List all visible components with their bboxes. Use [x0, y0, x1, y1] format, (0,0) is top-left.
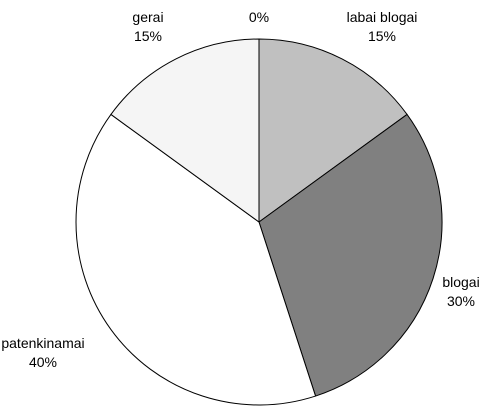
slice-value-labai-blogai: 15% [368, 28, 396, 44]
slice-label-blogai: blogai 30% [442, 274, 479, 309]
slice-label-labai-blogai: labai blogai 15% [347, 9, 418, 44]
pie-slice-blogai [258, 113, 443, 397]
slice-value-zero: 0% [249, 9, 269, 25]
pie-slice-gerai [110, 38, 260, 223]
pie-slices [75, 38, 443, 406]
slice-label-zero: 0% [249, 9, 269, 25]
slice-label-gerai: gerai 15% [132, 9, 163, 44]
slice-name-gerai: gerai [132, 9, 163, 25]
slice-labels: labai blogai 15% blogai 30% patenkinamai 40% g… [1, 9, 479, 370]
slice-name-patenkinamai: patenkinamai [1, 335, 84, 351]
slice-value-gerai: 15% [134, 28, 162, 44]
slice-label-patenkinamai: patenkinamai 40% [1, 335, 84, 370]
pie-slice-patenkinamai [75, 113, 317, 406]
slice-name-blogai: blogai [442, 274, 479, 290]
pie-slice-labai-blogai [258, 38, 408, 223]
slice-name-labai-blogai: labai blogai [347, 9, 418, 25]
slice-value-patenkinamai: 40% [29, 354, 57, 370]
slice-value-blogai: 30% [447, 293, 475, 309]
